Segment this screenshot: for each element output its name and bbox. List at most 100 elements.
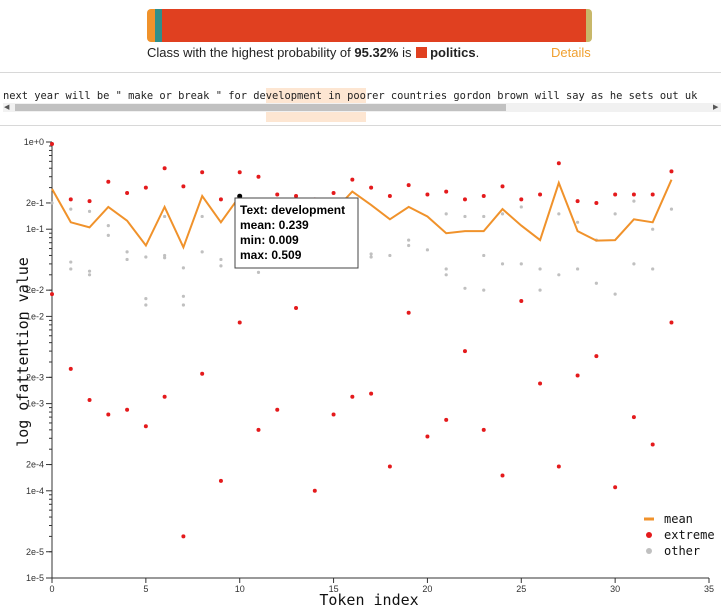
y-tick-label: 2e-1 <box>26 198 44 208</box>
other-point <box>500 212 505 216</box>
extreme-point <box>125 407 130 412</box>
other-point <box>163 256 167 260</box>
other-point <box>482 214 486 219</box>
scroll-left-arrow-icon[interactable]: ◀ <box>4 104 10 111</box>
extreme-point <box>538 381 543 386</box>
other-point <box>163 253 167 258</box>
extreme-point <box>556 161 561 166</box>
tooltip-line-max: max: 0.509 <box>240 248 302 262</box>
y-tick-label: 2e-5 <box>26 547 44 557</box>
mean-series-line <box>51 179 673 250</box>
extreme-point <box>650 442 655 447</box>
extreme-point <box>406 310 411 315</box>
class-mid: is <box>398 45 416 60</box>
extreme-point <box>444 189 449 194</box>
extreme-point <box>294 305 299 310</box>
prob-segment-politics[interactable] <box>162 9 587 42</box>
token-text-after: poorer countries gordon brown will say a… <box>340 90 698 102</box>
extreme-point <box>613 192 618 197</box>
y-tick-label: 1e-2 <box>26 311 44 321</box>
x-tick-label: 0 <box>49 584 54 594</box>
extreme-point <box>613 485 618 490</box>
extreme-point <box>181 184 186 189</box>
extreme-point <box>143 185 148 190</box>
x-tick-label: 20 <box>422 584 432 594</box>
prob-segment-orange[interactable] <box>147 9 155 42</box>
prob-segment-tan[interactable] <box>586 9 592 42</box>
extreme-point <box>162 166 167 171</box>
extreme-point <box>387 194 392 199</box>
other-point <box>69 260 73 264</box>
other-point <box>444 267 448 271</box>
other-point <box>482 253 486 258</box>
other-point <box>87 269 92 273</box>
class-name: politics <box>430 45 476 60</box>
prob-segment-teal[interactable] <box>155 9 163 42</box>
other-point <box>444 273 448 277</box>
extreme-point <box>218 478 223 483</box>
y-tick-label: 1e-5 <box>26 573 44 583</box>
other-point <box>594 281 598 285</box>
other-point <box>256 270 261 274</box>
extreme-point <box>312 488 317 493</box>
y-tick-label: 2e-4 <box>26 460 44 470</box>
extreme-point <box>275 407 280 412</box>
other-point <box>538 267 542 271</box>
extreme-point <box>594 354 599 359</box>
extreme-point <box>331 412 336 417</box>
extreme-point <box>519 299 524 304</box>
other-point <box>669 207 674 211</box>
other-point <box>106 233 110 237</box>
other-point <box>613 292 617 296</box>
other-point <box>425 248 430 252</box>
extreme-point <box>256 427 261 432</box>
token-scrollbar-thumb[interactable] <box>15 104 506 111</box>
legend-extreme-label: extreme <box>664 528 715 542</box>
token-text-highlighted: development in <box>253 90 341 102</box>
extreme-point <box>631 192 636 197</box>
y-axis-title: log ofattention value <box>14 257 32 447</box>
extreme-point <box>425 192 430 197</box>
extreme-point <box>500 473 505 478</box>
scroll-right-arrow-icon[interactable]: ▶ <box>713 104 719 111</box>
class-suffix: . <box>475 45 480 60</box>
legend-mean-label: mean <box>664 512 693 526</box>
extreme-point <box>556 464 561 469</box>
y-tick-label: 1e-1 <box>26 224 44 234</box>
other-point <box>482 288 486 292</box>
legend-other-swatch <box>646 548 652 554</box>
extreme-point <box>87 397 92 402</box>
y-tick-label: 2e-2 <box>26 285 44 295</box>
other-point <box>538 288 542 292</box>
other-point <box>557 212 561 216</box>
other-point <box>576 220 580 224</box>
chart-divider <box>0 125 721 126</box>
other-point <box>613 212 617 216</box>
extreme-point <box>350 394 355 399</box>
class-probability-bar <box>147 9 592 42</box>
other-point <box>69 267 73 271</box>
legend-other-label: other <box>664 544 700 558</box>
extreme-point <box>125 191 130 196</box>
other-point <box>651 227 655 231</box>
extreme-point <box>181 534 186 539</box>
extreme-point <box>575 199 580 204</box>
other-point <box>632 199 636 203</box>
details-link[interactable]: Details <box>551 45 591 60</box>
x-tick-label: 5 <box>143 584 148 594</box>
x-tick-label: 15 <box>329 584 339 594</box>
x-axis: 0 5 10 15 20 25 30 35 <box>49 577 714 594</box>
class-prefix: Class with the highest probability of <box>147 45 355 60</box>
y-tick-label: 1e+0 <box>24 137 44 147</box>
extreme-point <box>369 185 374 190</box>
extreme-point <box>481 427 486 432</box>
hovered-point[interactable] <box>237 193 243 199</box>
other-point <box>87 273 92 277</box>
other-point <box>144 255 148 259</box>
other-point <box>181 294 185 298</box>
token-scrollbar[interactable]: ◀ ▶ <box>3 103 721 112</box>
other-point <box>144 297 148 301</box>
tooltip: Text: development mean: 0.239 min: 0.009… <box>234 197 359 269</box>
extreme-point <box>631 415 636 420</box>
